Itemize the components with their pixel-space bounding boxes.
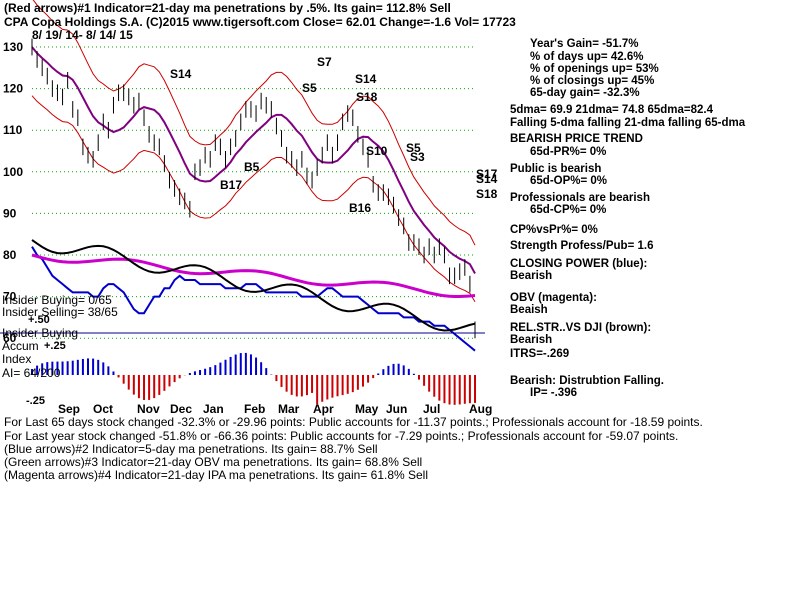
plus50-label: +.50 (28, 314, 50, 326)
stat-line: 5dma= 69.9 21dma= 74.8 65dma=82.4 (510, 104, 713, 116)
stat-line: REL.STR..VS DJI (brown): (510, 322, 652, 334)
x-tick-label: Oct (93, 402, 113, 416)
x-tick-label: Feb (244, 402, 265, 416)
lower-band-line (31, 95, 476, 303)
stat-line: CP%vsPr%= 0% (510, 224, 598, 236)
stat-line: Bearish (510, 270, 553, 282)
stat-line: Professionals are bearish (510, 192, 650, 204)
y-tick-label: 100 (3, 165, 23, 179)
header-date-range: 8/ 19/ 14- 8/ 14/ 15 (32, 28, 133, 42)
x-tick-label: Nov (137, 402, 160, 416)
signal-annotation: S18 (476, 187, 498, 201)
insider-selling-label: Insider Selling= 38/65 (2, 305, 118, 319)
footer-line-2: For Last year stock changed -51.8% or -6… (4, 429, 679, 443)
signal-annotation: B5 (244, 160, 260, 174)
ai-label: AI= 64/200 (2, 366, 61, 380)
signal-annotation: S7 (317, 55, 332, 69)
insider-buying-label: Insider Buying= 0/65 (2, 293, 112, 307)
signal-annotation: S10 (366, 144, 388, 158)
x-tick-label: May (355, 402, 379, 416)
footer-line-1: For Last 65 days stock changed -32.3% or… (4, 415, 703, 429)
footer-line-3: (Blue arrows)#2 Indicator=5-day ma penet… (4, 442, 378, 456)
signal-annotation: B16 (349, 201, 371, 215)
accum-label: Accum (2, 339, 39, 353)
y-tick-label: 110 (3, 123, 23, 137)
x-tick-label: Mar (278, 402, 300, 416)
y-tick-label: 70 (3, 290, 17, 304)
header-stock-line: CPA Copa Holdings S.A. (C)2015 www.tiger… (4, 15, 516, 29)
y-tick-label: 90 (3, 206, 17, 220)
stat-line: Falling 5-dma falling 21-dma falling 65-… (510, 117, 746, 129)
stat-line: CLOSING POWER (blue): (510, 258, 648, 270)
x-tick-label: Jul (423, 402, 440, 416)
signal-annotation: S14 (476, 172, 498, 186)
insider-buying2-label: Insider Buying (2, 326, 79, 340)
stat-line: IP= -.396 (530, 387, 577, 399)
x-tick-label: Apr (313, 402, 334, 416)
relative-strength-line (31, 239, 476, 332)
header-indicator-line: (Red arrows)#1 Indicator=21-day ma penet… (4, 1, 451, 15)
y-tick-label: 120 (3, 82, 23, 96)
signal-annotation: S3 (410, 150, 425, 164)
y-tick-label: 60 (3, 331, 17, 345)
signal-annotation: S14 (170, 67, 192, 81)
stat-line: Public is bearish (510, 163, 602, 175)
stat-line: Bearish (510, 334, 553, 346)
stat-line: 65d-PR%= 0% (530, 146, 607, 158)
footer-line-5: (Magenta arrows)#4 Indicator=21-day IPA … (4, 468, 429, 482)
signal-annotation: S17 (476, 167, 498, 181)
stat-line: % of days up= 42.6% (530, 51, 644, 63)
stat-line: 65d-OP%= 0% (530, 175, 608, 187)
footer-line-4: (Green arrows)#3 Indicator=21-day OBV ma… (4, 455, 423, 469)
index-label: Index (2, 352, 32, 366)
stat-line: Beaish (510, 304, 548, 316)
y-tick-label: 80 (3, 248, 17, 262)
stat-line: 65d-CP%= 0% (530, 204, 607, 216)
x-tick-label: Jan (203, 402, 224, 416)
x-tick-label: Aug (469, 402, 492, 416)
stat-line: 65-day gain= -32.3% (530, 87, 640, 99)
stat-line: BEARISH PRICE TREND (510, 133, 643, 145)
minus25-label: -.25 (26, 395, 45, 407)
signal-annotation: B17 (220, 178, 242, 192)
x-tick-label: Sep (58, 402, 80, 416)
stat-line: Strength Profess/Pub= 1.6 (510, 240, 654, 252)
y-tick-label: 130 (3, 40, 23, 54)
x-tick-label: Dec (170, 402, 192, 416)
stat-line: ITRS=-.269 (510, 348, 570, 360)
plus25-label: +.25 (44, 340, 66, 352)
signal-annotation: S5 (302, 81, 317, 95)
obv-line (31, 253, 476, 298)
stat-line: OBV (magenta): (510, 292, 597, 304)
stat-line: Year's Gain= -51.7% (530, 38, 639, 50)
stat-line: % of openings up= 53% (530, 63, 659, 75)
signal-annotation: S5 (406, 141, 421, 155)
stat-line: Bearish: Distrubtion Falling. (510, 375, 664, 387)
closing-power-line (31, 246, 476, 352)
stat-line: % of closings up= 45% (530, 75, 655, 87)
upper-band-line (32, 0, 476, 246)
moving-average-line (31, 46, 476, 274)
signal-annotation: S14 (355, 72, 377, 86)
signal-annotation: S18 (356, 90, 378, 104)
x-tick-label: Jun (386, 402, 407, 416)
